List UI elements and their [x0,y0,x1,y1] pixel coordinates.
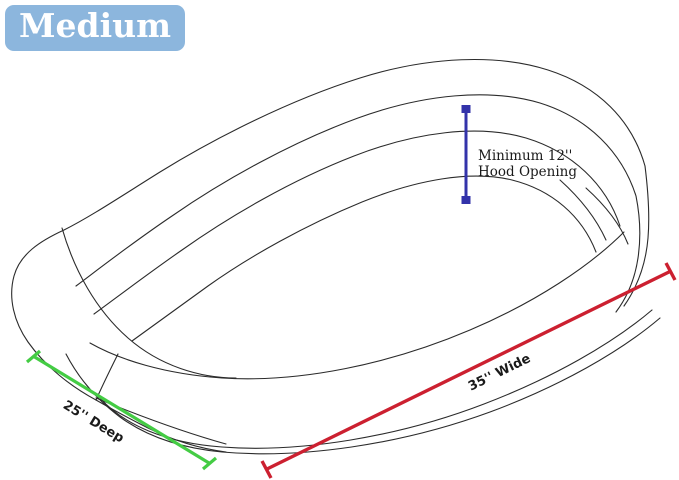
outer-top-contour [63,58,646,231]
hood-opening-callout: Minimum 12'' Hood Opening [478,148,577,180]
hood-opening-callout-line1: Minimum 12'' [478,148,573,164]
rear-corner-tuck [585,187,629,245]
width-dimension-cap-left [260,460,273,479]
front-skirt-seam [95,353,119,401]
width-dimension-cap-right [664,262,677,281]
body-crease-left [61,227,237,379]
bottom-hem-inner-contour [99,309,653,449]
hood-opening-callout-line2: Hood Opening [478,164,578,180]
inner-arc-upper [75,94,637,287]
depth-dimension-line [32,354,210,465]
depth-dimension-cap-top [25,349,42,364]
left-nose-contour [11,229,97,401]
depth-dimension [25,349,218,471]
mid-flank-fold [89,231,625,380]
rear-fold-inner [615,195,641,313]
hood-opening-arrow-cap-top [461,105,471,113]
depth-dimension-cap-bottom [201,456,218,471]
rear-seam-short [559,179,607,241]
inner-arc-hood [93,130,621,315]
hood-opening-dimension [461,105,471,204]
hood-opening-arrow-cap-bottom [461,196,471,204]
cover-outline-group [11,58,661,455]
width-dimension [260,262,677,479]
size-badge: Medium [5,5,186,51]
bottom-hem-contour [65,317,661,455]
width-dimension-line [266,269,672,471]
inner-arc-roof [131,175,597,342]
